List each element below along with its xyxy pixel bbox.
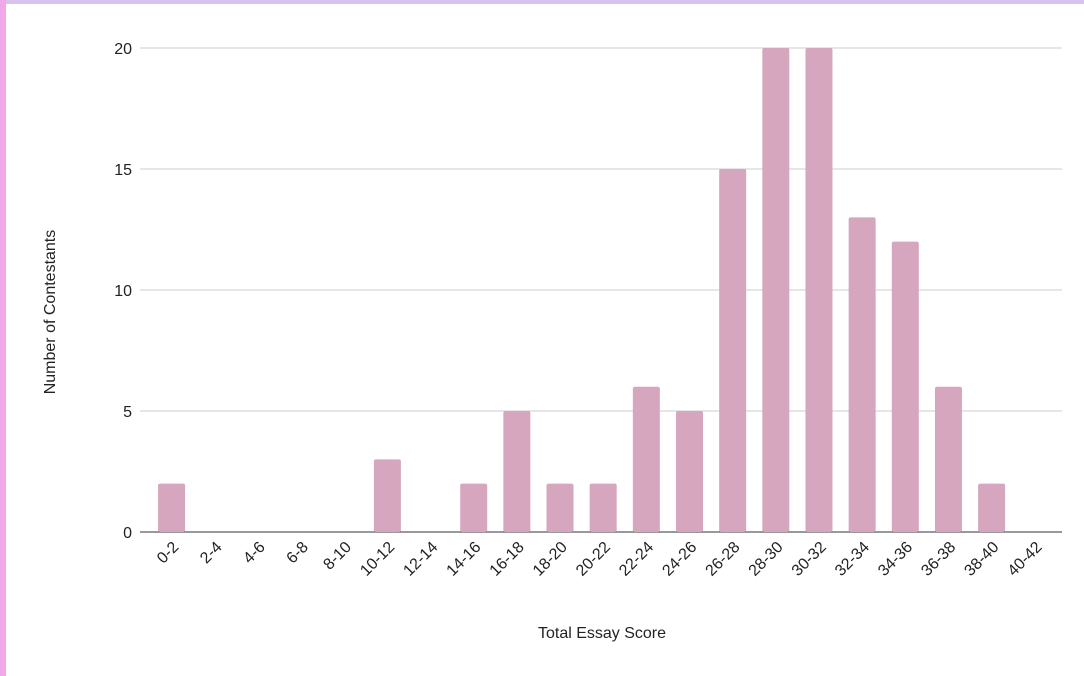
bar bbox=[503, 411, 531, 532]
y-tick-label: 10 bbox=[114, 283, 132, 300]
y-tick-label: 5 bbox=[123, 404, 132, 421]
bar bbox=[589, 483, 617, 532]
bar bbox=[762, 48, 790, 532]
x-tick-label: 32-34 bbox=[832, 539, 873, 580]
bar bbox=[676, 411, 703, 532]
bar bbox=[546, 483, 574, 532]
bar bbox=[805, 48, 833, 532]
y-tick-label: 20 bbox=[114, 41, 132, 58]
x-axis-title: Total Essay Score bbox=[538, 625, 666, 642]
y-axis-title: Number of Contestants bbox=[42, 230, 59, 395]
top-border bbox=[0, 0, 1084, 4]
x-tick-label: 6-8 bbox=[284, 539, 312, 567]
left-border bbox=[0, 0, 6, 676]
bar bbox=[891, 241, 919, 532]
x-tick-label: 40-42 bbox=[1005, 539, 1046, 580]
bar bbox=[719, 169, 747, 532]
x-tick-label: 26-28 bbox=[703, 539, 744, 580]
y-tick-label: 0 bbox=[123, 525, 132, 542]
bar bbox=[373, 459, 401, 532]
x-tick-label: 0-2 bbox=[154, 539, 182, 567]
bar bbox=[978, 483, 1006, 532]
bar bbox=[632, 386, 660, 532]
bar bbox=[158, 483, 186, 532]
bar bbox=[934, 386, 962, 532]
x-tick-label: 36-38 bbox=[918, 539, 959, 580]
x-tick-label: 22-24 bbox=[616, 539, 657, 580]
x-tick-label: 10-12 bbox=[357, 539, 398, 580]
x-tick-label: 18-20 bbox=[530, 539, 571, 580]
x-tick-label: 20-22 bbox=[573, 539, 614, 580]
x-tick-label: 12-14 bbox=[400, 539, 441, 580]
x-tick-label: 14-16 bbox=[444, 539, 485, 580]
x-tick-label: 30-32 bbox=[789, 539, 830, 580]
x-tick-label: 2-4 bbox=[197, 539, 225, 567]
x-tick-label: 4-6 bbox=[240, 539, 268, 567]
y-tick-label: 15 bbox=[114, 162, 132, 179]
x-tick-label: 28-30 bbox=[746, 539, 787, 580]
bar bbox=[848, 217, 876, 532]
x-tick-label: 24-26 bbox=[659, 539, 700, 580]
x-tick-label: 16-18 bbox=[487, 539, 528, 580]
x-tick-label: 34-36 bbox=[875, 539, 916, 580]
x-tick-label: 38-40 bbox=[961, 539, 1002, 580]
bar bbox=[460, 483, 488, 532]
x-tick-label: 8-10 bbox=[320, 539, 355, 574]
